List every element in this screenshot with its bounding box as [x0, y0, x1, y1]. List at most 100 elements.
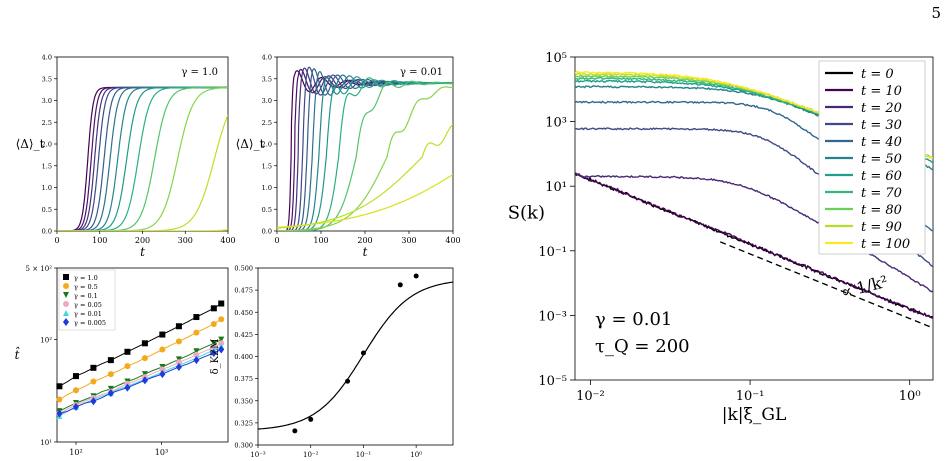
scaling-point [141, 355, 148, 362]
scaling-point [124, 348, 131, 355]
gamma1-ytick-label: 2.0 [42, 141, 52, 149]
sk-ytick-label: 10⁻⁵ [538, 374, 567, 389]
scaling-point [218, 316, 225, 323]
gamma1-xtick-label: 100 [92, 236, 107, 245]
scaling-ytick-label: 5 × 10² [26, 265, 53, 273]
sk-legend-label: t = 40 [861, 135, 902, 150]
scaling-point [218, 300, 225, 307]
sk-xtick-label: 10⁻² [576, 389, 605, 404]
gamma1-ytick-label: 3.0 [42, 97, 52, 105]
scaling-xtick-label: 10³ [155, 448, 168, 457]
delta-point [397, 282, 403, 288]
sk-gamma-label: γ = 0.01 [595, 309, 672, 330]
scaling-point [107, 357, 114, 364]
scaling-point [193, 356, 200, 365]
scaling-point [124, 363, 131, 370]
scaling-point [193, 351, 200, 358]
gamma001-series-line [277, 80, 453, 231]
sk-frame [574, 56, 934, 381]
gamma001-ytick-label: 1.5 [262, 162, 272, 170]
delta-frame [257, 267, 454, 446]
scaling-legend-label: γ = 1.0 [74, 274, 98, 282]
sk-ylabel: S(k) [508, 203, 545, 224]
delta-ytick-label: 0.400 [234, 353, 253, 361]
delta-ytick-label: 0.300 [234, 442, 253, 450]
delta-ytick-label: 0.375 [234, 375, 253, 383]
gamma001-xtick-label: 0 [274, 236, 279, 245]
scaling-point [56, 383, 63, 390]
gamma1-frame [56, 56, 229, 232]
scaling-point [159, 370, 166, 379]
sk-ytick-label: 10⁻¹ [538, 245, 567, 260]
delta-xtick-label: 10⁻³ [250, 451, 266, 459]
gamma1-ylabel: ⟨Δ⟩_t [16, 137, 45, 151]
scaling-point [218, 345, 225, 354]
gamma001-ytick-label: 4.0 [262, 54, 272, 62]
delta-ylabel: δ_KZM [210, 339, 221, 375]
scaling-point [175, 359, 182, 366]
gamma1-ytick-label: 0.5 [42, 206, 52, 214]
gamma001-annotation: γ = 0.01 [400, 67, 443, 78]
gamma1-xlabel: t [140, 245, 145, 259]
delta-point [360, 350, 366, 356]
sk-series-line [575, 172, 933, 319]
scaling-legend-label: γ = 0.5 [74, 283, 98, 291]
gamma1-series-line [57, 87, 228, 231]
sk-xlabel: |k|ξ_GL [722, 405, 787, 425]
scaling-point [141, 340, 148, 347]
scaling-ytick-label: 10² [40, 337, 52, 345]
scaling-point [193, 314, 200, 321]
gamma001-ytick-label: 0.5 [262, 206, 272, 214]
delta-fit-curve [257, 281, 454, 430]
gamma001-series-line [277, 68, 453, 231]
scaling-ytick-label: 10¹ [40, 439, 52, 447]
delta-ytick-label: 0.450 [234, 309, 253, 317]
gamma1-ytick-label: 0.0 [42, 228, 52, 236]
gamma1-xtick-label: 400 [220, 236, 235, 245]
sk-xtick-label: 10⁻¹ [736, 389, 765, 404]
sk-legend-label: t = 10 [861, 84, 902, 99]
scaling-legend-marker [63, 292, 69, 298]
scaling-point [107, 389, 114, 398]
sk-ytick-label: 10³ [545, 116, 567, 131]
sk-ytick-label: 10¹ [545, 180, 567, 195]
scaling-point [72, 387, 79, 394]
scaling-legend-marker [63, 274, 69, 280]
scaling-xtick-label: 10² [69, 448, 82, 457]
gamma001-xtick-label: 200 [357, 236, 372, 245]
delta-xtick-label: 10⁻¹ [356, 451, 372, 459]
page-number: 5 [931, 4, 941, 22]
scaling-point [210, 305, 217, 312]
sk-xtick-label: 10⁰ [899, 389, 921, 404]
scaling-point [159, 331, 166, 338]
scaling-legend-label: γ = 0.05 [74, 301, 102, 309]
scaling-point [218, 336, 225, 343]
scaling-point [175, 338, 182, 345]
scaling-point [175, 362, 182, 371]
gamma1-series-line [57, 229, 228, 231]
delta-xtick-label: 10⁻² [303, 451, 319, 459]
delta-ytick-label: 0.475 [234, 287, 253, 295]
sk-legend-label: t = 80 [861, 203, 902, 218]
gamma001-series-line [277, 66, 453, 231]
gamma1-ytick-label: 3.5 [42, 75, 52, 83]
gamma001-series-line [277, 70, 453, 231]
delta-ytick-label: 0.325 [234, 419, 253, 427]
gamma001-series-group [277, 66, 453, 231]
sk-legend-label: t = 60 [861, 169, 902, 184]
gamma001-ytick-label: 3.0 [262, 97, 272, 105]
gamma001-ytick-label: 2.5 [262, 119, 272, 127]
scaling-point [175, 323, 182, 330]
sk-powerlaw-line [719, 241, 931, 328]
gamma1-ytick-label: 4.0 [42, 54, 52, 62]
gamma001-ytick-label: 3.5 [262, 75, 272, 83]
sk-legend-label: t = 50 [861, 152, 902, 167]
gamma001-xtick-label: 100 [313, 236, 328, 245]
sk-ytick-label: 10⁵ [545, 51, 567, 66]
sk-legend-label: t = 70 [861, 186, 902, 201]
delta-ytick-label: 0.425 [234, 331, 253, 339]
scaling-legend-marker [63, 283, 69, 289]
scaling-point [56, 396, 63, 403]
scaling-legend-marker [63, 310, 69, 316]
gamma1-ytick-label: 2.5 [42, 119, 52, 127]
